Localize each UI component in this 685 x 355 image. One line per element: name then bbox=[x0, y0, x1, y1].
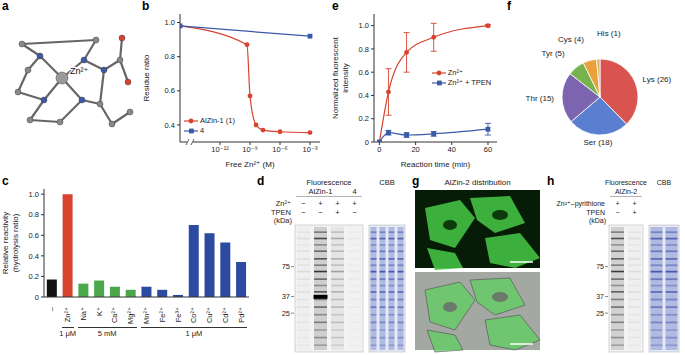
svg-text:(kDa): (kDa) bbox=[589, 217, 606, 225]
svg-text:Co²⁺: Co²⁺ bbox=[189, 307, 198, 323]
svg-text:37: 37 bbox=[282, 292, 290, 301]
svg-text:10⁻¹²: 10⁻¹² bbox=[211, 145, 229, 154]
html-text:c: c bbox=[2, 174, 9, 188]
svg-text:Lys (26): Lys (26) bbox=[643, 75, 672, 84]
svg-text:Zn²⁺: Zn²⁺ bbox=[275, 199, 291, 208]
svg-text:TPEN: TPEN bbox=[586, 209, 605, 216]
svg-text:0.2: 0.2 bbox=[29, 272, 39, 281]
svg-text:−: − bbox=[352, 208, 357, 217]
svg-text:Thr (15): Thr (15) bbox=[526, 94, 555, 103]
svg-text:37: 37 bbox=[596, 293, 604, 300]
svg-text:+: + bbox=[615, 200, 619, 207]
svg-text:75: 75 bbox=[596, 263, 604, 270]
html-text:h: h bbox=[547, 174, 555, 188]
svg-text:−: − bbox=[615, 209, 619, 216]
svg-text:K⁺: K⁺ bbox=[95, 307, 104, 316]
svg-text:Tyr (5): Tyr (5) bbox=[542, 49, 565, 58]
svg-text:0: 0 bbox=[377, 145, 381, 154]
html-text:4: 4 bbox=[200, 126, 205, 135]
svg-text:1.0: 1.0 bbox=[165, 18, 175, 27]
svg-text:0.6: 0.6 bbox=[359, 68, 369, 77]
html-text:1 μM: 1 μM bbox=[185, 329, 203, 338]
svg-text:CBB: CBB bbox=[657, 179, 672, 186]
svg-text:75: 75 bbox=[282, 262, 290, 271]
html-text:Normalized fluorescent: Normalized fluorescent bbox=[330, 37, 340, 119]
html-text:Zn²⁺: Zn²⁺ bbox=[447, 67, 463, 77]
html-text:b: b bbox=[142, 0, 150, 13]
svg-text:25: 25 bbox=[596, 310, 604, 317]
html-text:intensity: intensity bbox=[340, 63, 349, 93]
svg-text:+: + bbox=[632, 209, 636, 216]
svg-text:0.6: 0.6 bbox=[29, 231, 39, 240]
svg-text:0.6: 0.6 bbox=[165, 86, 175, 95]
svg-text:0.8: 0.8 bbox=[359, 45, 369, 54]
svg-text:Fe³⁺: Fe³⁺ bbox=[174, 307, 183, 322]
svg-text:Zn²⁺–pyrithione: Zn²⁺–pyrithione bbox=[557, 200, 606, 208]
svg-text:Fluorescence: Fluorescence bbox=[605, 179, 647, 186]
html-text:d: d bbox=[257, 174, 265, 188]
svg-text:His (1): His (1) bbox=[597, 29, 621, 38]
svg-text:Ca²⁺: Ca²⁺ bbox=[110, 307, 119, 323]
svg-text:0.2: 0.2 bbox=[359, 114, 369, 123]
svg-text:40: 40 bbox=[448, 145, 456, 154]
svg-text:AlZin-2 distribution: AlZin-2 distribution bbox=[444, 178, 510, 187]
html-text:Relative reactivity: Relative reactivity bbox=[0, 211, 10, 275]
svg-text:60: 60 bbox=[484, 145, 492, 154]
svg-text:+: + bbox=[632, 200, 636, 207]
svg-text:0.8: 0.8 bbox=[29, 210, 39, 219]
svg-text:Zn²⁺: Zn²⁺ bbox=[63, 307, 72, 322]
svg-text:10⁻⁶: 10⁻⁶ bbox=[272, 145, 287, 154]
svg-text:Cu²⁺: Cu²⁺ bbox=[205, 307, 214, 323]
svg-text:−: − bbox=[318, 208, 323, 217]
svg-text:0: 0 bbox=[35, 293, 39, 302]
html-text:Free Zn²⁺ (M): Free Zn²⁺ (M) bbox=[225, 160, 275, 169]
svg-text:10⁻³: 10⁻³ bbox=[303, 145, 318, 154]
svg-text:(kDa): (kDa) bbox=[274, 216, 293, 225]
svg-text:1.0: 1.0 bbox=[29, 190, 39, 199]
svg-text:Ser (18): Ser (18) bbox=[583, 138, 612, 147]
html-text:Reaction time (min): Reaction time (min) bbox=[400, 160, 471, 169]
svg-text:AlZin-2: AlZin-2 bbox=[615, 188, 637, 195]
svg-text:TPEN: TPEN bbox=[271, 207, 291, 217]
html-text:a: a bbox=[2, 0, 9, 13]
svg-text:4: 4 bbox=[352, 187, 356, 196]
svg-text:Fe²⁺: Fe²⁺ bbox=[158, 307, 167, 322]
svg-text:Pd²⁺: Pd²⁺ bbox=[237, 307, 246, 323]
svg-text:0.4: 0.4 bbox=[165, 121, 175, 130]
svg-text:+: + bbox=[335, 208, 340, 217]
svg-text:0.8: 0.8 bbox=[165, 52, 175, 61]
svg-text:Na⁺: Na⁺ bbox=[79, 307, 88, 321]
html-text:g: g bbox=[412, 174, 420, 188]
svg-text:Cys (4): Cys (4) bbox=[558, 35, 584, 44]
svg-text:−: − bbox=[301, 208, 306, 217]
svg-text:1.0: 1.0 bbox=[359, 21, 369, 30]
html-text:(hydrolysis ratio): (hydrolysis ratio) bbox=[10, 213, 19, 273]
html-text:Zn²⁺ + TPEN: Zn²⁺ + TPEN bbox=[447, 77, 492, 87]
svg-text:Cd²⁺: Cd²⁺ bbox=[221, 307, 230, 323]
html-text:1 μM: 1 μM bbox=[59, 329, 76, 338]
svg-text:20: 20 bbox=[411, 145, 419, 154]
svg-text:10⁻⁹: 10⁻⁹ bbox=[242, 145, 258, 154]
html-text:e: e bbox=[332, 0, 339, 13]
svg-text:25: 25 bbox=[282, 309, 290, 318]
svg-text:0.4: 0.4 bbox=[359, 91, 369, 100]
svg-text:0: 0 bbox=[365, 138, 369, 147]
svg-text:Mn²⁺: Mn²⁺ bbox=[142, 307, 151, 324]
html-text:5 mM: 5 mM bbox=[97, 329, 117, 338]
svg-text:AlZin-1: AlZin-1 bbox=[309, 187, 333, 196]
svg-text:0.4: 0.4 bbox=[29, 252, 39, 261]
html-text:AlZin-1 (1): AlZin-1 (1) bbox=[200, 116, 235, 125]
svg-text:Mg²⁺: Mg²⁺ bbox=[126, 307, 135, 324]
html-text:Residue ratio: Residue ratio bbox=[142, 54, 152, 102]
svg-text:Zn²⁺: Zn²⁺ bbox=[70, 66, 89, 76]
svg-text:–: – bbox=[47, 306, 56, 311]
svg-text:Fluorescence: Fluorescence bbox=[306, 178, 351, 187]
svg-text:CBB: CBB bbox=[379, 178, 394, 187]
html-text:f: f bbox=[507, 0, 511, 13]
